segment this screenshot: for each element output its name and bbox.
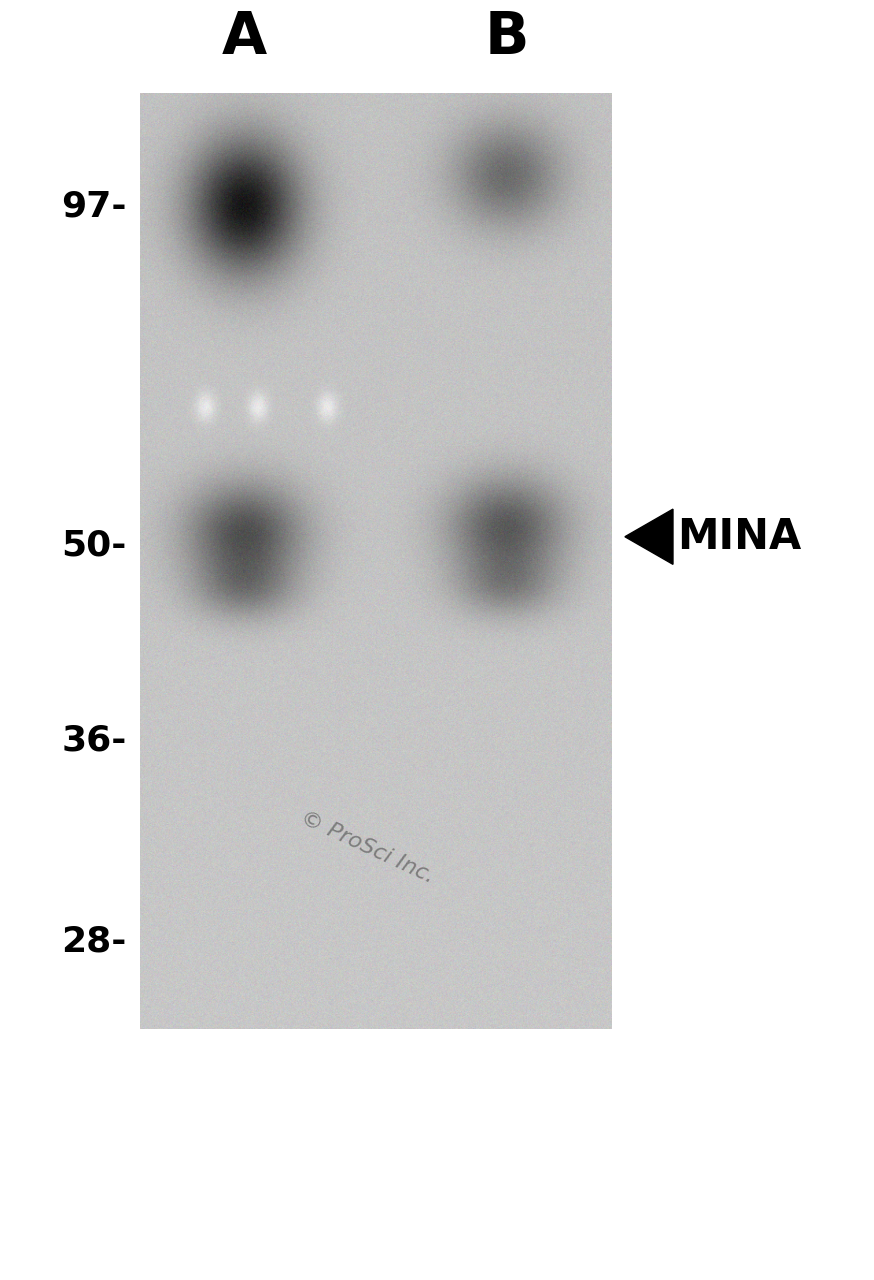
Text: 28-: 28-	[61, 924, 127, 957]
Text: MINA: MINA	[677, 516, 801, 558]
Text: 50-: 50-	[61, 529, 127, 562]
Text: B: B	[485, 9, 529, 65]
Text: A: A	[222, 9, 267, 65]
Text: 97-: 97-	[61, 189, 127, 224]
Text: © ProSci Inc.: © ProSci Inc.	[297, 808, 437, 887]
Text: 36-: 36-	[61, 723, 127, 758]
Polygon shape	[625, 509, 673, 564]
